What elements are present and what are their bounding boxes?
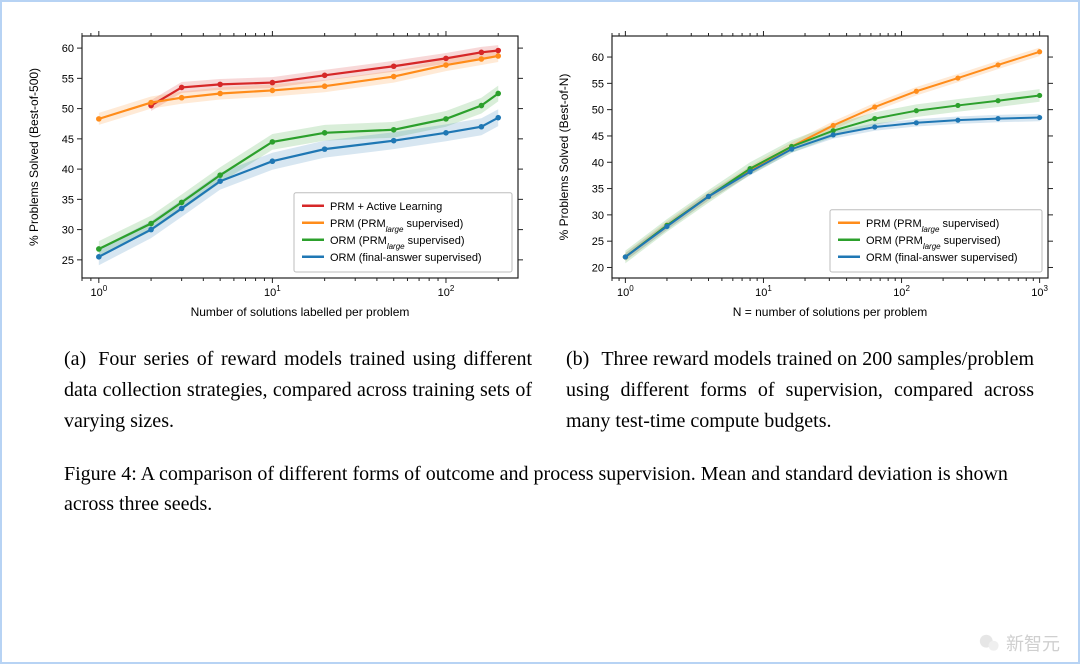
svg-text:45: 45 — [62, 134, 74, 146]
subcaption-b: (b)Three reward models trained on 200 sa… — [566, 344, 1034, 437]
svg-text:55: 55 — [62, 73, 74, 85]
svg-text:ORM (final-answer supervised): ORM (final-answer supervised) — [866, 252, 1018, 264]
svg-text:45: 45 — [592, 131, 604, 143]
subcaption-b-text: Three reward models trained on 200 sampl… — [566, 348, 1034, 432]
chart-b-svg: 20 25 30 35 40 45 50 55 60 100 101 102 103 N = number… — [550, 26, 1060, 326]
page-root: 25 30 35 40 45 50 55 60 100 101 102 Number of solut… — [0, 0, 1080, 664]
svg-text:N = number of solutions per pr: N = number of solutions per problem — [733, 305, 927, 319]
svg-text:60: 60 — [592, 52, 604, 64]
svg-text:102: 102 — [893, 284, 910, 299]
svg-text:60: 60 — [62, 43, 74, 55]
watermark-text: 新智元 — [1006, 630, 1060, 656]
svg-text:101: 101 — [755, 284, 772, 299]
svg-text:ORM (final-answer supervised): ORM (final-answer supervised) — [330, 252, 482, 264]
svg-text:PRM + Active Learning: PRM + Active Learning — [330, 201, 442, 213]
watermark: 新智元 — [978, 630, 1060, 656]
svg-text:35: 35 — [62, 194, 74, 206]
subcaptions-row: (a)Four series of reward models trained … — [20, 344, 1060, 437]
svg-text:100: 100 — [90, 284, 107, 299]
subcaption-a-text: Four series of reward models trained usi… — [64, 348, 532, 432]
svg-text:103: 103 — [1031, 284, 1048, 299]
svg-text:50: 50 — [592, 105, 604, 117]
svg-text:20: 20 — [592, 262, 604, 274]
wechat-icon — [978, 632, 1000, 654]
svg-text:% Problems Solved (Best-of-500: % Problems Solved (Best-of-500) — [27, 68, 41, 246]
svg-text:40: 40 — [62, 164, 74, 176]
subcaption-a: (a)Four series of reward models trained … — [64, 344, 532, 437]
subcaption-b-tag: (b) — [566, 348, 589, 370]
svg-text:50: 50 — [62, 104, 74, 116]
svg-text:55: 55 — [592, 78, 604, 90]
svg-text:% Problems Solved (Best-of-N): % Problems Solved (Best-of-N) — [557, 74, 571, 241]
svg-text:102: 102 — [438, 284, 455, 299]
svg-text:40: 40 — [592, 157, 604, 169]
svg-text:35: 35 — [592, 184, 604, 196]
chart-a-svg: 25 30 35 40 45 50 55 60 100 101 102 Number of solut… — [20, 26, 530, 326]
chart-a: 25 30 35 40 45 50 55 60 100 101 102 Number of solut… — [20, 26, 530, 326]
svg-text:100: 100 — [617, 284, 634, 299]
figure-caption: Figure 4: A comparison of different form… — [20, 459, 1060, 519]
svg-text:25: 25 — [62, 255, 74, 267]
subcaption-a-tag: (a) — [64, 348, 86, 370]
svg-text:101: 101 — [264, 284, 281, 299]
svg-text:25: 25 — [592, 236, 604, 248]
svg-text:30: 30 — [592, 210, 604, 222]
svg-text:30: 30 — [62, 225, 74, 237]
charts-row: 25 30 35 40 45 50 55 60 100 101 102 Number of solut… — [20, 26, 1060, 326]
chart-b: 20 25 30 35 40 45 50 55 60 100 101 102 103 N = number… — [550, 26, 1060, 326]
svg-text:Number of solutions labelled p: Number of solutions labelled per problem — [191, 305, 410, 319]
